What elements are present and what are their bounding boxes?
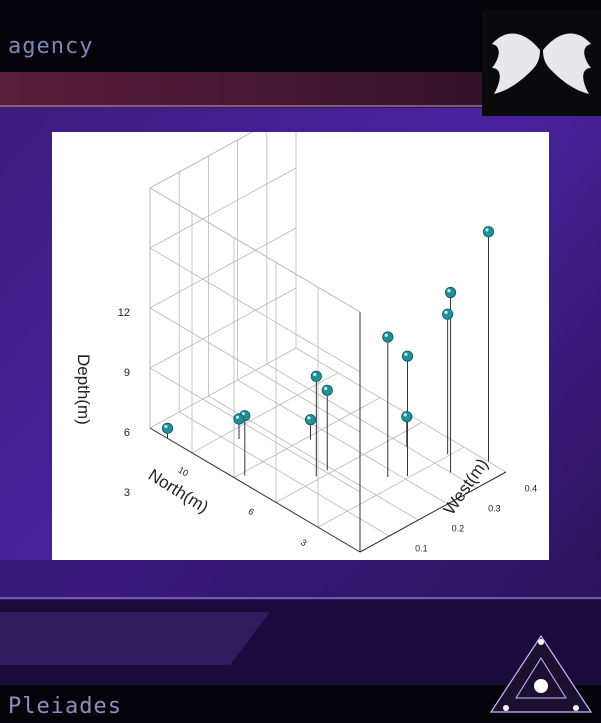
data-point-highlight: [235, 415, 239, 419]
z-tick-label: 3: [124, 487, 130, 499]
west-axis-label: West(m): [440, 455, 492, 518]
floor-gridline: [178, 411, 390, 537]
chart-drop-lines: [167, 231, 489, 477]
page-title: agency: [8, 34, 94, 59]
angel-wings-icon: [482, 10, 601, 116]
data-point-highlight: [324, 386, 328, 391]
floor-gridline: [191, 372, 339, 454]
data-point-highlight: [164, 424, 168, 429]
data-point: [442, 308, 454, 320]
floor-gridline: [149, 347, 297, 429]
wall-gridline: [149, 167, 297, 249]
chart-points: [161, 226, 495, 434]
data-point-highlight: [447, 289, 451, 293]
z-tick-label: 6: [124, 427, 130, 439]
data-point-highlight: [444, 310, 448, 314]
data-point: [382, 331, 394, 343]
data-point-highlight: [307, 416, 311, 420]
floor-gridline: [295, 347, 507, 473]
west-tick-label: 0.3: [488, 503, 501, 513]
north-tick-label: 3: [299, 537, 309, 548]
wall-gridline: [149, 187, 361, 313]
wall-gridline: [149, 227, 297, 309]
data-point: [321, 384, 333, 396]
footer-label: Pleiades: [8, 694, 122, 719]
data-point-highlight: [403, 413, 407, 417]
data-point: [161, 422, 174, 434]
wall-gridline: [149, 132, 254, 189]
north-tick-label: 6: [246, 506, 256, 517]
z-tick-label: 9: [124, 367, 130, 379]
floor-gridline: [275, 422, 423, 503]
pyramid-constellation-icon: [489, 634, 593, 713]
data-point: [233, 413, 245, 425]
data-point: [444, 286, 457, 299]
wall-gridline: [149, 247, 361, 373]
west-axis-line: [359, 471, 507, 553]
floor-gridline: [233, 397, 381, 478]
data-point: [401, 411, 413, 423]
wall-gridline: [149, 287, 297, 369]
data-point: [304, 414, 317, 426]
chart-grid: [149, 132, 507, 553]
wall-gridline: [149, 307, 361, 433]
data-point-highlight: [485, 228, 489, 232]
west-tick-label: 0.4: [525, 483, 538, 493]
north-tick-label: 10: [176, 465, 190, 479]
floor-gridline: [266, 363, 478, 489]
west-tick-label: 0.1: [415, 543, 428, 553]
chart-card: 3 6 9 12 10 6 3 0.1 0.2 0.3 0.4 Depth(m) North(m) …: [52, 132, 549, 560]
data-point-highlight: [313, 372, 317, 377]
data-point: [401, 350, 414, 362]
north-axis-line: [149, 427, 361, 553]
chart-ticks: 3 6 9 12 10 6 3 0.1 0.2 0.3 0.4: [118, 307, 537, 553]
floor-gridline: [317, 446, 465, 528]
data-point-highlight: [404, 352, 408, 356]
west-tick-label: 0.2: [452, 523, 465, 533]
data-point: [482, 226, 495, 238]
z-tick-label: 12: [118, 307, 130, 319]
floor-gridline: [237, 379, 448, 505]
z-axis-label: Depth(m): [74, 354, 93, 425]
data-point: [310, 370, 322, 382]
wall-gridline: [149, 367, 361, 493]
data-point-highlight: [384, 333, 388, 337]
